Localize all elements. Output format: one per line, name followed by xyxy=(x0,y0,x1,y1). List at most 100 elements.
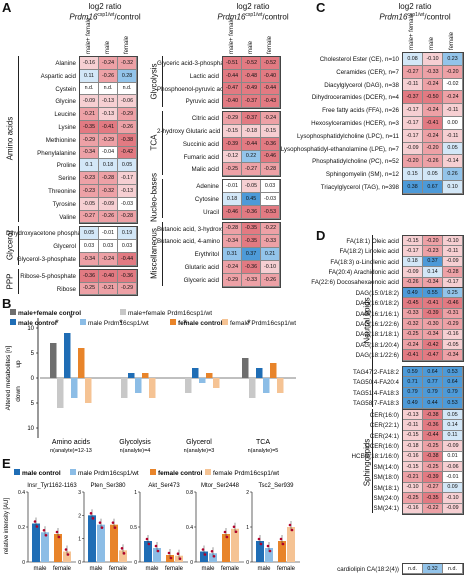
bar xyxy=(97,524,105,562)
legend-swatch xyxy=(205,469,211,475)
category-label: TCA xyxy=(256,439,270,446)
panel-d-cell: -0.31 xyxy=(443,308,463,320)
panel-c-row-label: Ceramides (CER), n=7 xyxy=(336,68,399,76)
panel-a-left-cell: -0.29 xyxy=(118,108,137,121)
panel-a-left-cell: -0.35 xyxy=(80,120,99,134)
panel-a-right-cell: -0.49 xyxy=(242,82,261,96)
panel-d-row-label: TAG58:7-FA18:3 xyxy=(353,399,399,407)
x-tick-label: male xyxy=(33,566,47,572)
panel-a-left-cell: 0.03 xyxy=(80,240,99,253)
panel-a-right-cell: -0.44 xyxy=(223,69,242,83)
group-bracket xyxy=(18,226,19,265)
x-tick-label: male xyxy=(201,566,215,572)
category-label: Glycerol xyxy=(186,439,212,446)
panel-a-right-row-label: Butanoic acid, 4-amino xyxy=(157,238,220,246)
panel-c-cell: 0.67 xyxy=(423,180,443,194)
panel-a-left-cell: -0.26 xyxy=(99,69,118,83)
data-point xyxy=(290,528,294,532)
data-point xyxy=(257,537,261,541)
legend-swatch xyxy=(120,309,126,315)
header-line2: Prdm16csp1/wt/control xyxy=(188,11,318,22)
panel-a-right-cell: -0.44 xyxy=(261,82,280,96)
panel-a-left-cell: -0.36 xyxy=(80,269,99,283)
legend-swatch xyxy=(222,319,228,325)
panel-a-left-cell: -0.04 xyxy=(99,146,118,160)
panel-d-cell: -0.25 xyxy=(423,441,443,452)
panel-d-row-label: CER(22:1) xyxy=(369,422,399,430)
panel-d-cell: -0.15 xyxy=(403,430,423,442)
panel-a-right-cell: -0.34 xyxy=(223,235,242,249)
sphingolipids-label: Sphingolipids xyxy=(362,438,372,487)
panel-label-d: D xyxy=(316,228,326,243)
x-tick-label: female xyxy=(53,566,72,572)
panel-d-row-label: DAG(16:1/22:6) xyxy=(355,320,399,328)
data-point xyxy=(268,549,272,553)
panel-d-cell: 0.01 xyxy=(443,451,463,462)
panel-d-row-label: SM(24:0) xyxy=(373,494,399,502)
panel-c-cell: 0.38 xyxy=(403,180,423,194)
panel-d-cell: -0.15 xyxy=(403,461,423,473)
panel-c-cell: -0.11 xyxy=(443,129,463,143)
column-header: log2 ratio Prdm16csp1/wt/control xyxy=(188,2,318,22)
x-tick-label: male xyxy=(89,566,103,572)
y-axis-label: Altered metabolites [n] xyxy=(5,345,12,410)
data-point xyxy=(89,512,93,515)
panel-a-left-cell: 0.18 xyxy=(99,159,118,173)
column-label: female xyxy=(449,31,455,50)
bar xyxy=(142,373,149,378)
header-line1: log2 ratio xyxy=(398,2,432,11)
panel-d-cell: -0.35 xyxy=(423,493,443,504)
panel-d-cell: -0.28 xyxy=(443,267,463,278)
panel-a-right-row-label: Erythritol xyxy=(194,251,219,259)
panel-a-right-grid: -0.29 -0.37 -0.24 -0.15 -0.18 -0.15 -0.39 -0.44… xyxy=(222,111,281,178)
bar xyxy=(57,378,64,408)
panel-d-cell: -0.11 xyxy=(403,420,423,431)
panel-d-cell: 0.09 xyxy=(443,482,463,494)
panel-d-row-label: TAG47:2-FA18:2 xyxy=(353,368,399,376)
panel-a-left-row-label: Threonine xyxy=(48,187,76,195)
bar xyxy=(64,333,71,378)
panel-a-left-cell: 0.11 xyxy=(80,69,99,83)
bar xyxy=(121,378,128,398)
subplot-title: Akt_Ser473 xyxy=(148,483,180,489)
panel-d-cell: -0.29 xyxy=(443,319,463,330)
legend-label: male control xyxy=(18,320,57,327)
panel-d-cell: -0.11 xyxy=(443,246,463,257)
panel-a-left-cell: n.d. xyxy=(80,82,99,96)
panel-d-cell: 0.53 xyxy=(443,367,463,378)
legend-label: female control xyxy=(178,320,223,327)
panel-d-cell: -0.47 xyxy=(423,350,443,361)
panel-c-cell: -0.14 xyxy=(443,155,463,169)
y-tick-label: 2 xyxy=(78,513,81,519)
column-header: log2 ratio Prdm16csp1/wt/control xyxy=(350,2,474,22)
header-allele: csp1/wt xyxy=(245,12,263,18)
bar xyxy=(71,378,78,398)
panel-c-grid: 0.08 -0.10 0.23 -0.27 -0.33 -0.20 -0.11 -0.24 -0… xyxy=(402,52,464,195)
panel-d-cardiolipin-cell: n.d. xyxy=(403,564,423,575)
panel-d-cell: 0.53 xyxy=(443,398,463,409)
group-bracket xyxy=(162,111,163,176)
panel-d-row-label: FA(22:6) Docosahexaenoic acid xyxy=(311,279,399,287)
subplot-title: Mtor_Ser2448 xyxy=(201,483,240,489)
panel-a-left-cell: -0.28 xyxy=(118,210,137,224)
panel-d-cell: 0.64 xyxy=(443,377,463,388)
panel-c-cell: -0.24 xyxy=(443,91,463,105)
panel-a-left-cell: -0.32 xyxy=(118,57,137,70)
panel-a-left-cell: -0.26 xyxy=(99,210,118,224)
panel-d-cardiolipin-row-label: cardiolipin CA(18:2(4)) xyxy=(337,565,399,573)
bar xyxy=(256,368,263,378)
panel-c-row-label: Lysophosphatidyl-ethanolamine (LPE), n=7 xyxy=(280,145,399,153)
legend-label: male Prdm16csp1/wt xyxy=(78,470,139,477)
x-tick-label: male xyxy=(257,566,271,572)
data-point xyxy=(288,523,292,527)
bar xyxy=(270,363,277,378)
panel-c-cell: -0.20 xyxy=(423,142,443,156)
panel-a-left-row-label: Glycerol xyxy=(53,243,76,251)
up-label: up xyxy=(15,360,22,368)
bar xyxy=(32,523,40,562)
data-point xyxy=(147,542,151,546)
panel-d-cell: -0.25 xyxy=(403,493,423,504)
data-point xyxy=(55,530,59,534)
panel-d-cell: -0.44 xyxy=(423,430,443,442)
panel-c-cell: -0.09 xyxy=(403,142,423,156)
